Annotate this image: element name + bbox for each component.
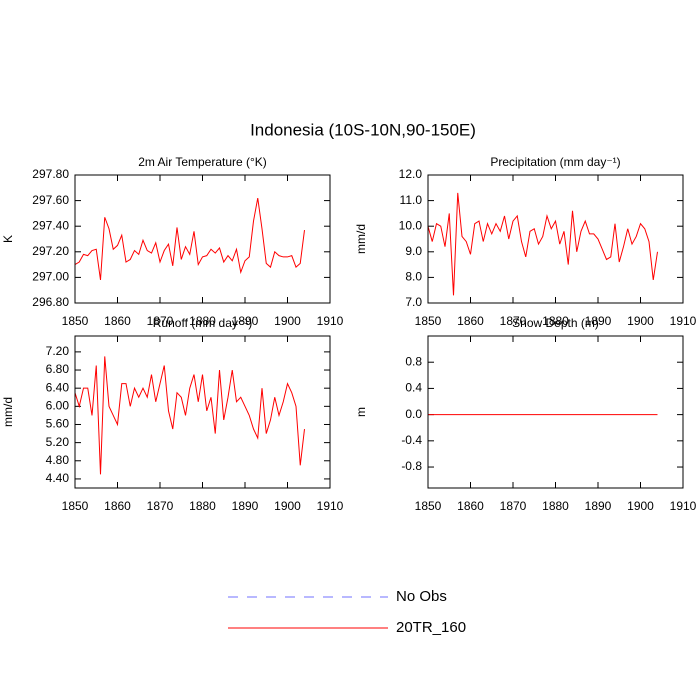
x-tick-label: 1850 xyxy=(62,499,89,513)
y-tick-label: 4.80 xyxy=(46,453,70,467)
y-tick-label: 296.80 xyxy=(32,295,69,309)
y-tick-label: 7.20 xyxy=(46,344,70,358)
plot-frame xyxy=(74,174,331,304)
y-tick-label: 8.0 xyxy=(405,270,422,284)
legend-label: No Obs xyxy=(396,588,447,605)
y-tick-label: 297.80 xyxy=(32,167,69,181)
y-tick-label: -0.4 xyxy=(401,433,422,447)
x-tick-label: 1880 xyxy=(189,314,216,328)
y-tick-label: 297.20 xyxy=(32,244,69,258)
x-tick-label: 1890 xyxy=(232,499,259,513)
y-tick-label: 7.0 xyxy=(405,295,422,309)
x-tick-label: 1910 xyxy=(317,499,344,513)
x-tick-label: 1900 xyxy=(274,314,301,328)
x-tick-label: 1850 xyxy=(415,499,442,513)
x-tick-label: 1890 xyxy=(232,314,259,328)
data-line xyxy=(74,197,305,281)
y-tick-label: 11.0 xyxy=(400,193,423,207)
y-tick-label: 4.40 xyxy=(46,471,70,485)
x-tick-label: 1900 xyxy=(627,499,654,513)
x-tick-label: 1900 xyxy=(274,499,301,513)
y-tick-label: 12.0 xyxy=(399,167,423,181)
x-tick-label: 1870 xyxy=(147,314,174,328)
x-tick-label: 1890 xyxy=(585,314,612,328)
x-tick-label: 1870 xyxy=(500,499,527,513)
x-tick-label: 1850 xyxy=(415,314,442,328)
x-tick-label: 1860 xyxy=(104,499,131,513)
figure-title: Indonesia (10S-10N,90-150E) xyxy=(250,120,476,139)
x-tick-label: 1860 xyxy=(457,314,484,328)
y-tick-label: 297.00 xyxy=(32,270,69,284)
y-tick-label: 0.4 xyxy=(405,381,422,395)
y-tick-label: 5.60 xyxy=(46,417,70,431)
panel-title: 2m Air Temperature (°K) xyxy=(138,155,267,169)
y-tick-label: 5.20 xyxy=(46,435,70,449)
y-axis-label: mm/d xyxy=(354,224,368,254)
y-tick-label: 297.40 xyxy=(32,218,69,232)
x-tick-label: 1880 xyxy=(189,499,216,513)
y-axis-label: K xyxy=(1,235,15,243)
panel-title: Precipitation (mm day⁻¹) xyxy=(490,155,620,169)
y-axis-label: mm/d xyxy=(1,397,15,427)
y-axis-label: m xyxy=(354,407,368,417)
y-tick-label: -0.8 xyxy=(401,459,422,473)
x-tick-label: 1860 xyxy=(457,499,484,513)
plot-frame xyxy=(427,174,684,304)
y-tick-label: 297.60 xyxy=(32,193,69,207)
y-tick-label: 10.0 xyxy=(399,218,423,232)
x-tick-label: 1880 xyxy=(542,314,569,328)
x-tick-label: 1910 xyxy=(317,314,344,328)
x-tick-label: 1910 xyxy=(670,499,697,513)
x-tick-label: 1880 xyxy=(542,499,569,513)
x-tick-label: 1850 xyxy=(62,314,89,328)
x-tick-label: 1870 xyxy=(147,499,174,513)
plot-frame xyxy=(74,335,331,489)
plot-frame xyxy=(427,335,684,489)
y-tick-label: 6.80 xyxy=(46,362,70,376)
y-tick-label: 6.00 xyxy=(46,399,70,413)
data-line xyxy=(74,356,305,475)
x-tick-label: 1870 xyxy=(500,314,527,328)
legend-label: 20TR_160 xyxy=(396,619,466,636)
panel-title: Runoff (mm day⁻¹) xyxy=(153,316,252,330)
data-line xyxy=(427,192,658,296)
x-tick-label: 1860 xyxy=(104,314,131,328)
panel-title: Snow Depth (m) xyxy=(512,316,599,330)
x-tick-label: 1890 xyxy=(585,499,612,513)
x-tick-label: 1910 xyxy=(670,314,697,328)
y-tick-label: 6.40 xyxy=(46,380,70,394)
y-tick-label: 0.0 xyxy=(405,407,422,421)
y-tick-label: 9.0 xyxy=(405,244,422,258)
y-tick-label: 0.8 xyxy=(405,354,422,368)
x-tick-label: 1900 xyxy=(627,314,654,328)
